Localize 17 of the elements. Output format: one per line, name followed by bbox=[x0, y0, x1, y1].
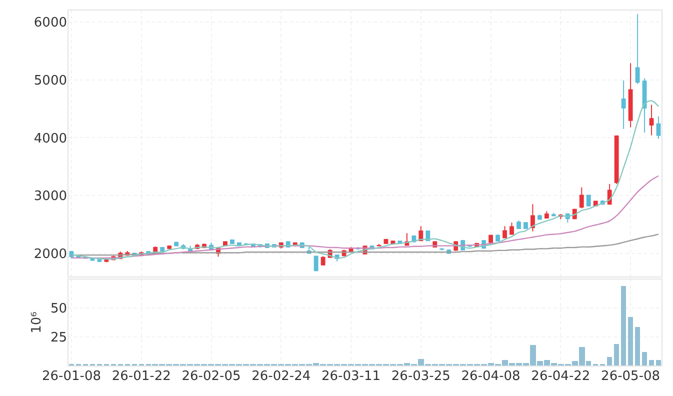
y-tick-label: 4000 bbox=[34, 131, 67, 146]
y-axis-title: 10⁶ bbox=[29, 312, 44, 334]
y-tick-label: 3000 bbox=[34, 189, 67, 204]
x-tick-label: 26-04-08 bbox=[461, 369, 520, 384]
x-tick-label: 26-04-22 bbox=[531, 369, 590, 384]
x-tick-label: 26-02-24 bbox=[252, 369, 311, 384]
y-tick-label: 6000 bbox=[34, 16, 67, 31]
x-tick-label: 26-02-05 bbox=[182, 369, 241, 384]
x-tick-label: 26-03-25 bbox=[391, 369, 450, 384]
y-tick-label: 5000 bbox=[34, 73, 67, 88]
x-tick-label: 26-03-11 bbox=[322, 369, 381, 384]
x-tick-label: 26-01-08 bbox=[42, 369, 101, 384]
y-tick-label: 25 bbox=[50, 330, 67, 346]
y-tick-label: 50 bbox=[50, 302, 67, 317]
x-tick-label: 26-05-08 bbox=[601, 369, 660, 384]
y-tick-label: 2000 bbox=[34, 246, 67, 262]
x-tick-label: 26-01-22 bbox=[112, 369, 171, 384]
